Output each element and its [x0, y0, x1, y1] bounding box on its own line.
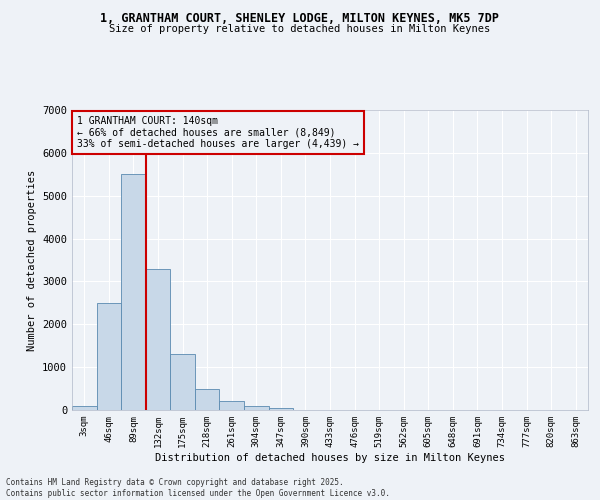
- Bar: [72, 406, 97, 410]
- Bar: [220, 400, 244, 410]
- Text: Size of property relative to detached houses in Milton Keynes: Size of property relative to detached ho…: [109, 24, 491, 34]
- Text: 1 GRANTHAM COURT: 140sqm
← 66% of detached houses are smaller (8,849)
33% of sem: 1 GRANTHAM COURT: 140sqm ← 66% of detach…: [77, 116, 359, 149]
- Y-axis label: Number of detached properties: Number of detached properties: [26, 170, 37, 350]
- Bar: [170, 354, 195, 410]
- Bar: [121, 174, 146, 410]
- Bar: [269, 408, 293, 410]
- Bar: [195, 388, 220, 410]
- Text: 1, GRANTHAM COURT, SHENLEY LODGE, MILTON KEYNES, MK5 7DP: 1, GRANTHAM COURT, SHENLEY LODGE, MILTON…: [101, 12, 499, 26]
- Text: Contains HM Land Registry data © Crown copyright and database right 2025.
Contai: Contains HM Land Registry data © Crown c…: [6, 478, 390, 498]
- Bar: [244, 406, 269, 410]
- Bar: [146, 268, 170, 410]
- X-axis label: Distribution of detached houses by size in Milton Keynes: Distribution of detached houses by size …: [155, 452, 505, 462]
- Bar: [97, 303, 121, 410]
